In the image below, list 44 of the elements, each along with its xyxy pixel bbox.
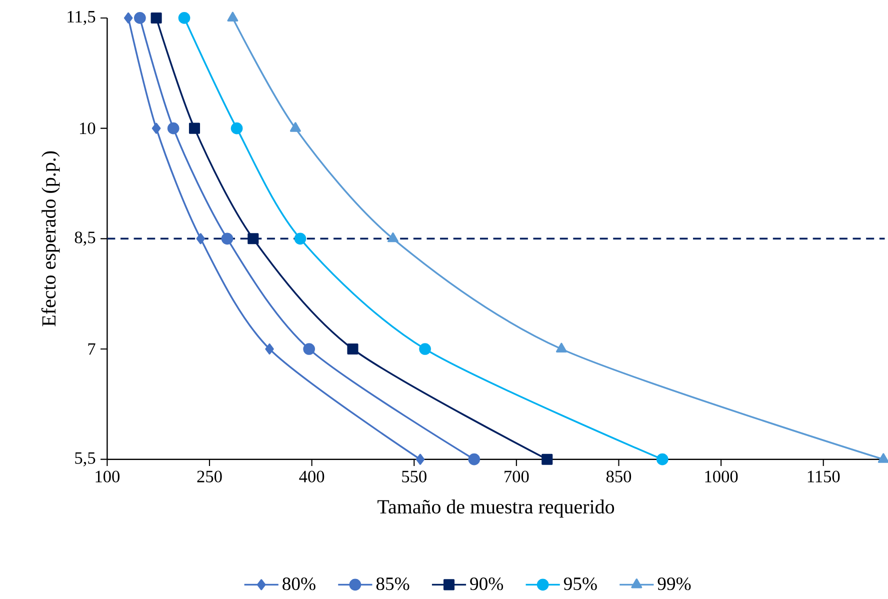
y-tick-label: 5,5 — [75, 452, 96, 466]
point — [468, 453, 480, 466]
point — [230, 122, 243, 134]
x-tick-label: 1150 — [808, 470, 840, 482]
point — [290, 122, 301, 132]
x-tick-label: 1000 — [705, 470, 738, 482]
point — [542, 454, 553, 465]
point — [656, 453, 668, 466]
point — [265, 343, 274, 354]
x-tick-label: 550 — [402, 470, 426, 482]
x-tick-label: 250 — [197, 470, 222, 482]
y-tick-label: 11,5 — [68, 10, 96, 25]
point — [294, 232, 306, 245]
point — [303, 343, 316, 355]
x-tick-label: 850 — [606, 470, 632, 482]
point — [150, 12, 162, 24]
y-tick-label: 10 — [80, 122, 96, 134]
legend-label: 99% — [658, 577, 691, 590]
point — [221, 232, 234, 245]
legend-label: 85% — [376, 577, 410, 590]
point — [134, 12, 146, 24]
point — [248, 233, 259, 244]
point — [167, 122, 180, 134]
point — [388, 232, 398, 242]
point — [227, 12, 238, 22]
point — [196, 233, 205, 244]
point — [188, 122, 200, 134]
point — [178, 12, 190, 24]
x-tick-label: 700 — [504, 470, 529, 482]
point — [419, 343, 431, 355]
x-axis-title: Tamaño de muestra requerido — [378, 499, 614, 518]
y-axis-title: Efecto esperado (p.p.) — [41, 151, 60, 326]
point — [347, 343, 358, 354]
point — [152, 122, 161, 134]
point — [556, 342, 567, 352]
point — [124, 12, 133, 24]
y-tick-label: 7 — [88, 343, 96, 355]
legend-label: 80% — [282, 577, 316, 590]
y-tick-label: 8,5 — [74, 232, 96, 246]
point — [416, 454, 425, 465]
x-tick-label: 400 — [299, 470, 324, 482]
legend-label: 95% — [564, 577, 597, 590]
x-tick-label: 100 — [96, 470, 120, 482]
legend-label: 90% — [470, 577, 504, 590]
